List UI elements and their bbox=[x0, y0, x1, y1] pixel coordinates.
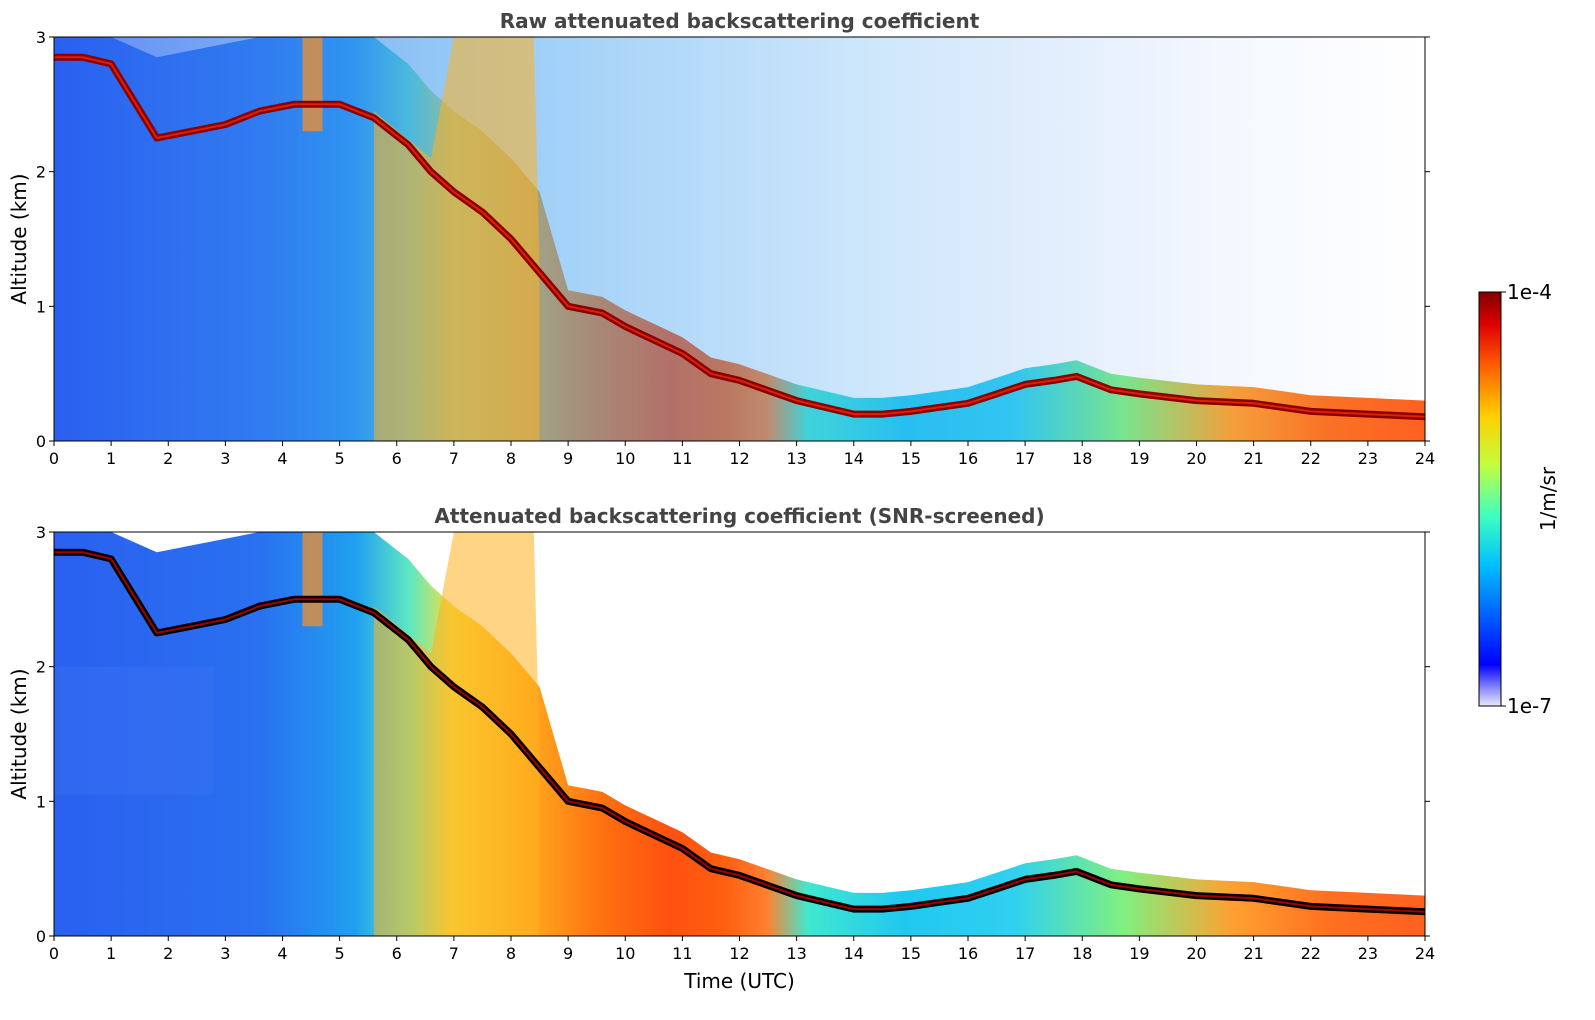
x-tick-label: 1 bbox=[106, 449, 116, 468]
x-tick-label: 7 bbox=[449, 944, 459, 963]
panel-1: Raw attenuated backscattering coefficien… bbox=[7, 9, 1435, 468]
y-tick-label: 0 bbox=[36, 927, 46, 946]
x-tick-label: 11 bbox=[672, 944, 692, 963]
x-tick-label: 5 bbox=[335, 944, 345, 963]
screened-low-signal bbox=[54, 666, 214, 795]
x-tick-label: 3 bbox=[220, 449, 230, 468]
y-tick-label: 1 bbox=[36, 297, 46, 316]
aerosol-plume bbox=[373, 37, 540, 441]
x-tick-label: 13 bbox=[786, 449, 806, 468]
x-tick-label: 13 bbox=[786, 944, 806, 963]
x-tick-label: 14 bbox=[844, 449, 864, 468]
colorbar: 1e-4 1e-7 1/m/sr bbox=[1478, 280, 1560, 718]
x-tick-label: 7 bbox=[449, 449, 459, 468]
x-tick-label: 19 bbox=[1129, 449, 1149, 468]
x-tick-label: 21 bbox=[1243, 944, 1263, 963]
y-tick-label: 3 bbox=[36, 523, 46, 542]
x-tick-label: 20 bbox=[1186, 449, 1206, 468]
x-tick-label: 24 bbox=[1415, 944, 1435, 963]
y-tick-label: 2 bbox=[36, 163, 46, 182]
x-tick-label: 10 bbox=[615, 944, 635, 963]
x-tick-label: 4 bbox=[277, 449, 287, 468]
y-tick-label: 1 bbox=[36, 792, 46, 811]
x-tick-label: 3 bbox=[220, 944, 230, 963]
x-tick-label: 2 bbox=[163, 449, 173, 468]
x-tick-label: 10 bbox=[615, 449, 635, 468]
x-tick-label: 8 bbox=[506, 449, 516, 468]
x-tick-label: 6 bbox=[392, 449, 402, 468]
x-tick-label: 23 bbox=[1358, 944, 1378, 963]
x-tick-label: 1 bbox=[106, 944, 116, 963]
colorbar-gradient bbox=[1478, 291, 1502, 707]
x-tick-label: 23 bbox=[1358, 449, 1378, 468]
x-tick-label: 16 bbox=[958, 944, 978, 963]
aerosol-plume bbox=[373, 532, 540, 936]
x-tick-label: 4 bbox=[277, 944, 287, 963]
x-tick-label: 19 bbox=[1129, 944, 1149, 963]
x-tick-label: 17 bbox=[1015, 449, 1035, 468]
x-tick-label: 24 bbox=[1415, 449, 1435, 468]
y-axis-label: Altitude (km) bbox=[7, 668, 31, 799]
x-tick-label: 11 bbox=[672, 449, 692, 468]
y-tick-label: 0 bbox=[36, 432, 46, 451]
x-tick-label: 6 bbox=[392, 944, 402, 963]
colorbar-min-label: 1e-7 bbox=[1507, 694, 1552, 718]
panel-2: Attenuated backscattering coefficient (S… bbox=[7, 504, 1435, 993]
x-tick-label: 2 bbox=[163, 944, 173, 963]
colorbar-unit-label: 1/m/sr bbox=[1536, 466, 1560, 531]
x-tick-label: 14 bbox=[844, 944, 864, 963]
x-tick-label: 15 bbox=[901, 944, 921, 963]
x-tick-label: 0 bbox=[49, 449, 59, 468]
x-tick-label: 22 bbox=[1301, 449, 1321, 468]
cloud-layer-core bbox=[54, 56, 1425, 418]
x-tick-label: 12 bbox=[729, 944, 749, 963]
x-tick-label: 15 bbox=[901, 449, 921, 468]
x-tick-label: 17 bbox=[1015, 944, 1035, 963]
y-tick-label: 2 bbox=[36, 658, 46, 677]
x-tick-label: 12 bbox=[729, 449, 749, 468]
x-tick-label: 22 bbox=[1301, 944, 1321, 963]
x-tick-label: 16 bbox=[958, 449, 978, 468]
x-tick-label: 9 bbox=[563, 944, 573, 963]
y-axis-label: Altitude (km) bbox=[7, 173, 31, 304]
x-tick-label: 20 bbox=[1186, 944, 1206, 963]
x-tick-label: 21 bbox=[1243, 449, 1263, 468]
y-tick-label: 3 bbox=[36, 28, 46, 47]
aerosol-column bbox=[302, 532, 323, 627]
x-tick-label: 18 bbox=[1072, 944, 1092, 963]
panel-title: Attenuated backscattering coefficient (S… bbox=[434, 504, 1044, 528]
aerosol-column bbox=[302, 37, 323, 132]
x-tick-label: 0 bbox=[49, 944, 59, 963]
x-axis-label: Time (UTC) bbox=[683, 969, 795, 993]
cloud-layer-core bbox=[54, 551, 1425, 913]
panel-title: Raw attenuated backscattering coefficien… bbox=[500, 9, 980, 33]
x-tick-label: 9 bbox=[563, 449, 573, 468]
colorbar-max-label: 1e-4 bbox=[1507, 280, 1552, 304]
x-tick-label: 8 bbox=[506, 944, 516, 963]
backscatter-field bbox=[54, 37, 1425, 441]
backscatter-field bbox=[54, 532, 1425, 936]
x-tick-label: 18 bbox=[1072, 449, 1092, 468]
x-tick-label: 5 bbox=[335, 449, 345, 468]
